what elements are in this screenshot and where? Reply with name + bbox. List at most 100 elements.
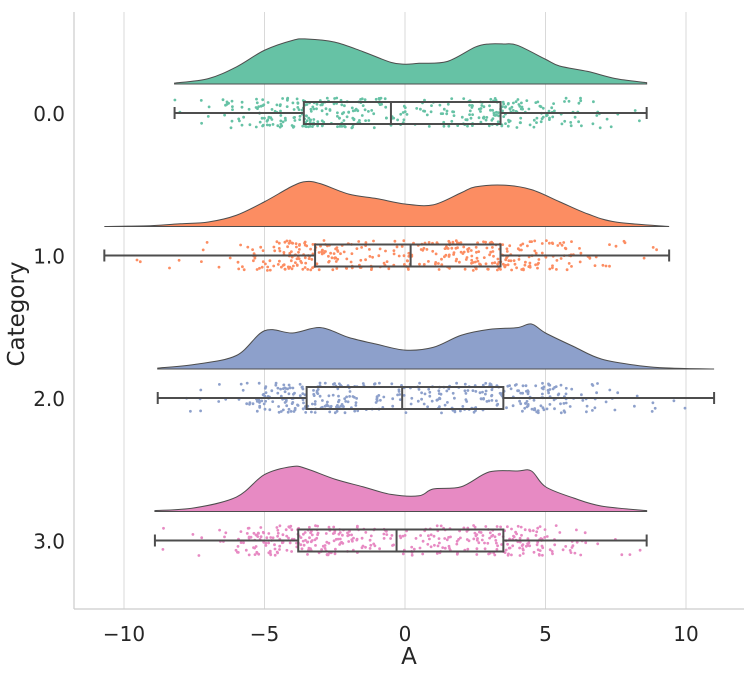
- data-point: [255, 101, 259, 105]
- data-point: [445, 246, 449, 250]
- data-point: [541, 392, 544, 396]
- data-point: [590, 383, 594, 386]
- data-point: [479, 397, 483, 401]
- data-point: [504, 258, 508, 262]
- data-point: [484, 525, 488, 528]
- data-point: [550, 106, 554, 110]
- data-point: [570, 546, 574, 549]
- data-point: [276, 534, 279, 538]
- data-point: [480, 104, 484, 107]
- data-point: [272, 245, 276, 249]
- data-point: [601, 263, 605, 267]
- data-point: [475, 547, 479, 551]
- data-point: [460, 115, 464, 119]
- data-point: [287, 241, 291, 245]
- data-point: [255, 551, 259, 555]
- data-point: [288, 541, 292, 545]
- data-point: [200, 121, 204, 125]
- data-point: [326, 400, 329, 404]
- data-point: [592, 100, 595, 104]
- data-point: [266, 269, 269, 272]
- data-point: [535, 116, 539, 120]
- data-point: [285, 548, 289, 552]
- data-point: [199, 388, 203, 392]
- data-point: [496, 402, 500, 406]
- data-point: [342, 405, 345, 408]
- data-point: [259, 245, 263, 249]
- data-point: [286, 245, 289, 249]
- data-point: [301, 539, 305, 543]
- data-point: [420, 397, 423, 401]
- data-point: [470, 258, 474, 262]
- data-point: [303, 393, 307, 397]
- data-point: [550, 241, 554, 245]
- data-point: [403, 534, 407, 537]
- data-point: [255, 409, 259, 413]
- data-point: [270, 389, 274, 393]
- data-point: [303, 256, 307, 260]
- data-point: [422, 109, 425, 113]
- data-point: [279, 119, 283, 123]
- data-point: [378, 103, 382, 106]
- data-point: [275, 103, 279, 107]
- data-point: [322, 251, 326, 255]
- data-point: [298, 394, 302, 398]
- data-point: [297, 250, 300, 254]
- data-point: [346, 400, 350, 404]
- data-point: [477, 250, 481, 254]
- data-point: [471, 389, 475, 392]
- data-point: [650, 410, 654, 413]
- data-point: [241, 265, 244, 269]
- data-point: [271, 400, 275, 403]
- data-point: [506, 263, 510, 267]
- data-point: [564, 392, 568, 396]
- data-point: [261, 98, 265, 102]
- data-point: [268, 549, 272, 553]
- data-point: [500, 543, 503, 546]
- data-point: [389, 537, 392, 540]
- data-point: [296, 106, 300, 109]
- data-point: [334, 247, 337, 251]
- data-point: [511, 544, 515, 548]
- data-point: [331, 532, 335, 535]
- data-point: [207, 105, 211, 109]
- data-point: [431, 249, 435, 253]
- data-point: [432, 534, 436, 538]
- data-point: [260, 116, 264, 120]
- data-point: [241, 388, 245, 392]
- data-point: [489, 250, 493, 254]
- data-point: [540, 117, 544, 121]
- data-point: [535, 530, 539, 534]
- data-point: [276, 531, 280, 535]
- data-point: [276, 528, 280, 532]
- data-point: [439, 524, 443, 528]
- data-point: [315, 102, 319, 106]
- data-point: [138, 260, 142, 264]
- box-plot-2.0: [156, 386, 716, 410]
- box-iqr: [305, 386, 505, 410]
- data-point: [490, 118, 494, 122]
- data-point: [242, 268, 246, 272]
- data-point: [545, 407, 549, 411]
- data-point: [237, 267, 241, 271]
- data-point: [304, 411, 308, 414]
- data-point: [557, 392, 561, 396]
- data-point: [301, 267, 305, 271]
- data-point: [520, 101, 523, 105]
- data-point: [375, 399, 379, 403]
- x-tick-label: 10: [673, 622, 698, 646]
- data-point: [336, 387, 340, 391]
- data-point: [385, 260, 389, 263]
- box-iqr: [314, 243, 502, 268]
- data-point: [563, 246, 567, 250]
- data-point: [356, 524, 359, 528]
- data-point: [292, 116, 296, 119]
- data-point: [292, 392, 295, 396]
- data-point: [487, 124, 491, 128]
- box-plots: [103, 101, 716, 553]
- data-point: [320, 250, 324, 254]
- data-point: [327, 525, 331, 529]
- data-point: [534, 251, 538, 255]
- data-point: [242, 541, 245, 545]
- data-point: [466, 389, 470, 392]
